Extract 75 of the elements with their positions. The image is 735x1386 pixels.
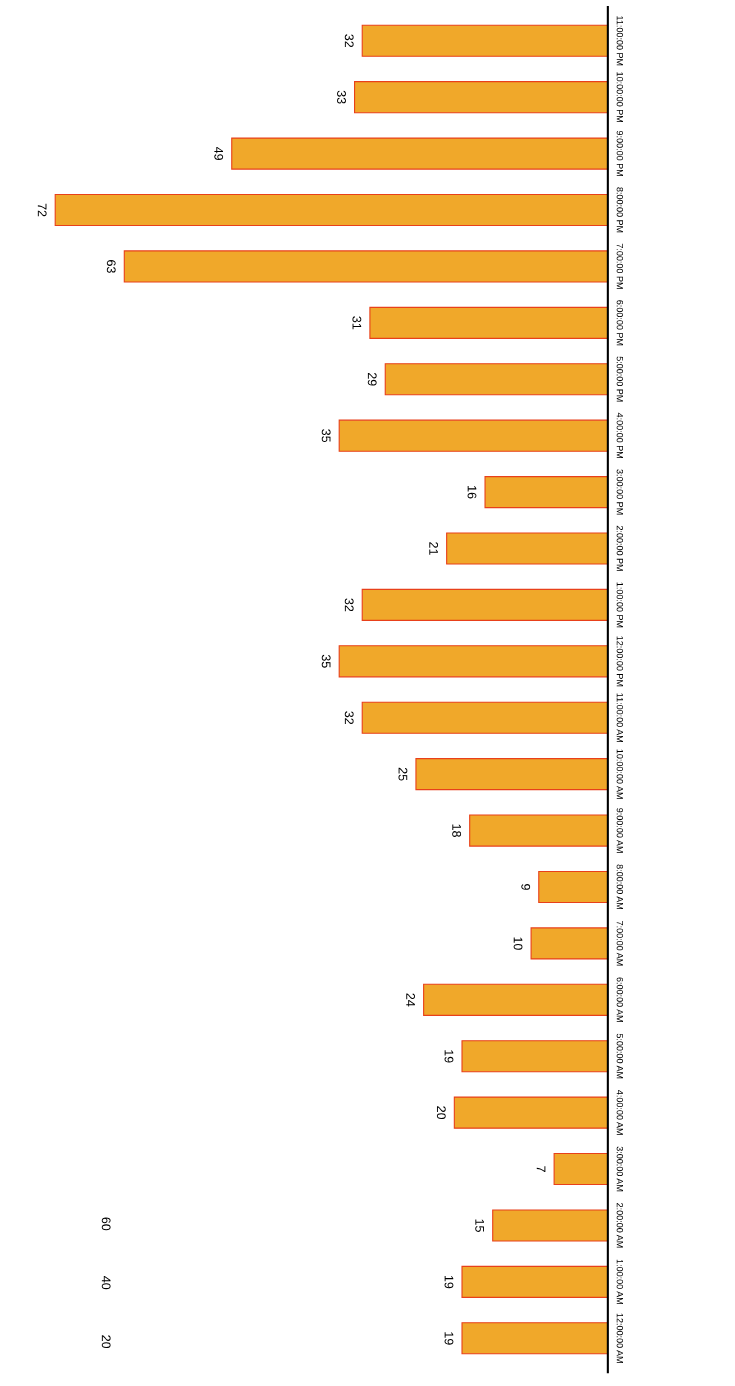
y-tick-label: 1:00:00 PM xyxy=(616,582,624,628)
y-tick-label: 2:00:00 AM xyxy=(616,1203,624,1248)
data-label: 10 xyxy=(513,937,523,950)
data-label: 33 xyxy=(337,90,346,104)
y-tick-label: 7:00:00 AM xyxy=(616,921,624,966)
annotation: 40 xyxy=(101,1276,111,1290)
bar xyxy=(231,137,608,170)
data-label: 24 xyxy=(406,993,416,1007)
bar xyxy=(54,193,608,227)
bar xyxy=(461,1265,608,1298)
y-tick-label: 6:00:00 PM xyxy=(616,300,624,346)
bar xyxy=(530,927,608,960)
bar xyxy=(123,250,608,283)
bar xyxy=(384,363,608,396)
data-label: 32 xyxy=(344,34,354,48)
y-tick-label: 4:00:00 AM xyxy=(616,1090,624,1135)
annotation: 60 xyxy=(101,1217,111,1231)
bar xyxy=(415,758,608,791)
bar xyxy=(423,983,608,1016)
y-tick-label: 10:00:00 PM xyxy=(616,72,624,123)
bar xyxy=(369,306,608,339)
y-tick-label: 9:00:00 PM xyxy=(616,130,624,176)
data-label: 72 xyxy=(37,203,47,217)
bar xyxy=(338,645,608,678)
data-label: 32 xyxy=(344,598,354,612)
bar xyxy=(553,1152,608,1186)
data-label: 15 xyxy=(475,1219,484,1232)
bar xyxy=(361,588,608,621)
y-tick-label: 2:00:00 PM xyxy=(616,525,624,571)
y-tick-label: 5:00:00 AM xyxy=(616,1033,624,1079)
bar xyxy=(538,870,608,904)
data-label: 32 xyxy=(344,711,354,725)
bar xyxy=(461,1040,608,1073)
data-label: 20 xyxy=(436,1106,446,1120)
bar xyxy=(446,532,608,565)
data-label: 21 xyxy=(429,542,439,555)
bar xyxy=(353,81,608,114)
data-label: 31 xyxy=(352,316,362,330)
data-label: 16 xyxy=(467,486,477,499)
y-tick-label: 10:00:00 AM xyxy=(616,749,624,799)
y-tick-label: 12:00:00 PM xyxy=(616,636,624,687)
y-tick-label: 8:00:00 AM xyxy=(616,864,624,910)
data-label: 19 xyxy=(444,1275,454,1289)
data-label: 19 xyxy=(444,1050,454,1063)
bar xyxy=(492,1209,608,1242)
y-tick-label: 6:00:00 AM xyxy=(616,977,624,1022)
data-label: 35 xyxy=(321,429,331,443)
y-tick-label: 3:00:00 PM xyxy=(616,469,624,515)
data-label: 7 xyxy=(536,1166,546,1172)
annotation: 20 xyxy=(101,1335,111,1349)
data-label: 63 xyxy=(106,260,116,273)
y-tick-label: 12:00:00 AM xyxy=(616,1313,624,1363)
bar xyxy=(361,701,608,734)
y-tick-label: 5:00:00 PM xyxy=(616,356,624,402)
y-tick-label: 4:00:00 PM xyxy=(616,412,624,459)
bar xyxy=(361,24,608,57)
y-tick-label: 3:00:00 AM xyxy=(616,1146,624,1192)
bar xyxy=(484,476,608,509)
y-tick-label: 11:00:00 AM xyxy=(616,693,624,743)
data-label: 49 xyxy=(214,146,224,160)
y-tick-label: 9:00:00 AM xyxy=(616,808,624,853)
y-tick-label: 8:00:00 PM xyxy=(616,187,624,233)
bar xyxy=(338,419,608,452)
bar xyxy=(469,814,608,847)
bar xyxy=(461,1322,608,1355)
y-tick-label: 11:00:00 PM xyxy=(616,16,624,66)
bar xyxy=(453,1096,608,1129)
data-label: 19 xyxy=(444,1332,454,1345)
data-label: 9 xyxy=(521,884,531,890)
data-label: 25 xyxy=(398,767,408,781)
data-label: 35 xyxy=(321,654,331,668)
y-tick-label: 7:00:00 PM xyxy=(616,243,624,289)
y-tick-label: 1:00:00 AM xyxy=(616,1259,624,1304)
data-label: 18 xyxy=(452,824,462,837)
data-label: 29 xyxy=(367,372,377,386)
